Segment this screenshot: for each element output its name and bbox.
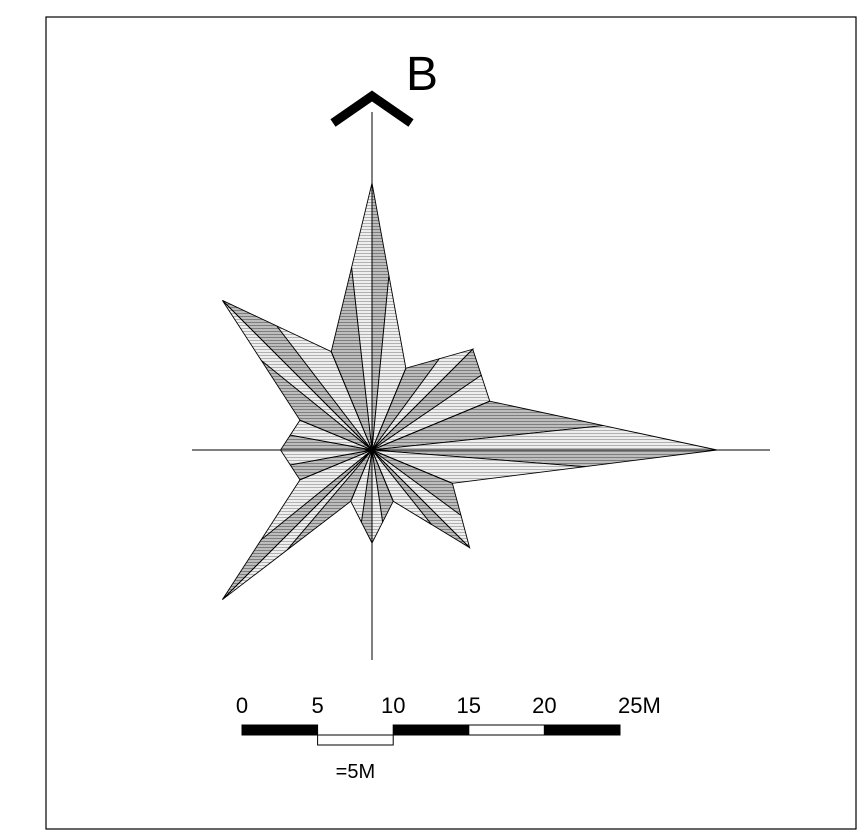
scale-segment [392, 724, 470, 736]
rose-ray-ene [371, 400, 490, 451]
rose-ray-ssw [350, 449, 373, 502]
scale-segment [543, 724, 621, 736]
scale-segment [241, 724, 319, 736]
scale-tick-label: 0 [236, 693, 248, 718]
scale-tick-label: 20 [532, 693, 556, 718]
rose-ray-se [371, 449, 470, 548]
scale-unit-note: =5M [336, 761, 375, 783]
rose-ray-nne [371, 368, 407, 451]
north-arrow-icon [330, 90, 414, 127]
rose-ray-sw [222, 449, 373, 600]
drawing-border [45, 16, 857, 830]
scale-segment [468, 724, 545, 736]
scale-segment [317, 734, 394, 746]
north-label: B [406, 48, 438, 101]
rose-ray-nw [222, 300, 373, 451]
scale-tick-label: 5 [311, 693, 323, 718]
scale-tick-label: 25M [618, 693, 661, 718]
scale-tick-label: 10 [381, 693, 405, 718]
scale-bar: 0 5 10 15 20 25M =5M [236, 693, 661, 783]
scale-tick-label: 15 [457, 693, 481, 718]
rose-ray-wsw [299, 449, 373, 481]
rose-ray-sse [371, 449, 394, 502]
wind-rose [222, 182, 718, 600]
rose-ray-nnw [330, 351, 373, 451]
rose-ray-wnw [299, 419, 373, 451]
rose-ray-ne [371, 348, 474, 451]
rose-ray-ese [371, 449, 453, 484]
